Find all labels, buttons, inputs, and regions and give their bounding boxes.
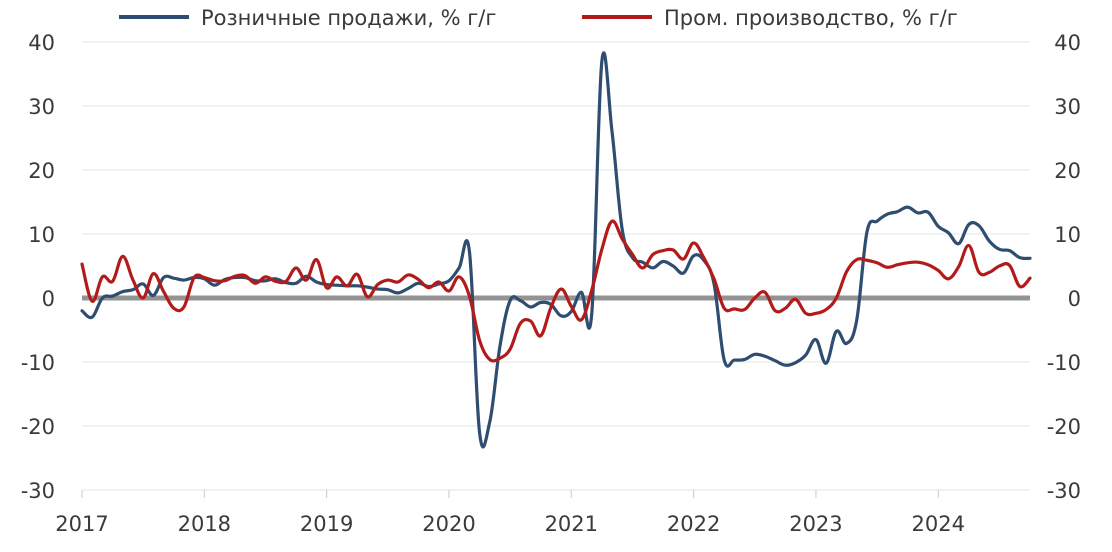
x-tick-4: 2021 xyxy=(545,512,598,536)
y-tick-left-7: -30 xyxy=(21,479,55,503)
y-tick-right-2: 20 xyxy=(1054,159,1081,183)
x-tick-6: 2023 xyxy=(789,512,842,536)
x-tick-2: 2019 xyxy=(300,512,353,536)
y-tick-right-3: 10 xyxy=(1054,223,1081,247)
y-tick-right-0: 40 xyxy=(1054,31,1081,55)
x-axis: 2017 2018 2019 2020 2021 2022 2023 2024 xyxy=(55,490,965,536)
series-lines xyxy=(80,51,1032,449)
y-tick-right-1: 30 xyxy=(1054,95,1081,119)
y-axis-left: 40 30 20 10 0 -10 -20 -30 xyxy=(21,31,55,503)
y-tick-left-4: 0 xyxy=(42,287,55,311)
x-tick-0: 2017 xyxy=(55,512,108,536)
x-tick-5: 2022 xyxy=(667,512,720,536)
y-axis-right: 40 30 20 10 0 -10 -20 -30 xyxy=(1047,31,1081,503)
x-tick-7: 2024 xyxy=(912,512,965,536)
y-tick-left-1: 30 xyxy=(28,95,55,119)
y-tick-left-0: 40 xyxy=(28,31,55,55)
series-line-retail xyxy=(80,51,1032,449)
series-line-industrial xyxy=(80,219,1032,363)
y-tick-left-5: -10 xyxy=(21,351,55,375)
y-tick-right-6: -20 xyxy=(1047,415,1081,439)
legend-item-industrial: Пром. производство, % г/г xyxy=(582,6,958,30)
y-tick-right-4: 0 xyxy=(1068,287,1081,311)
y-tick-right-5: -10 xyxy=(1047,351,1081,375)
legend: Розничные продажи, % г/г Пром. производс… xyxy=(119,6,958,30)
y-tick-left-6: -20 xyxy=(21,415,55,439)
y-tick-left-2: 20 xyxy=(28,159,55,183)
y-tick-right-7: -30 xyxy=(1047,479,1081,503)
x-tick-1: 2018 xyxy=(178,512,231,536)
y-tick-left-3: 10 xyxy=(28,223,55,247)
legend-label-industrial: Пром. производство, % г/г xyxy=(664,6,958,30)
legend-item-retail: Розничные продажи, % г/г xyxy=(119,6,496,30)
x-tick-3: 2020 xyxy=(422,512,475,536)
legend-label-retail: Розничные продажи, % г/г xyxy=(201,6,496,30)
